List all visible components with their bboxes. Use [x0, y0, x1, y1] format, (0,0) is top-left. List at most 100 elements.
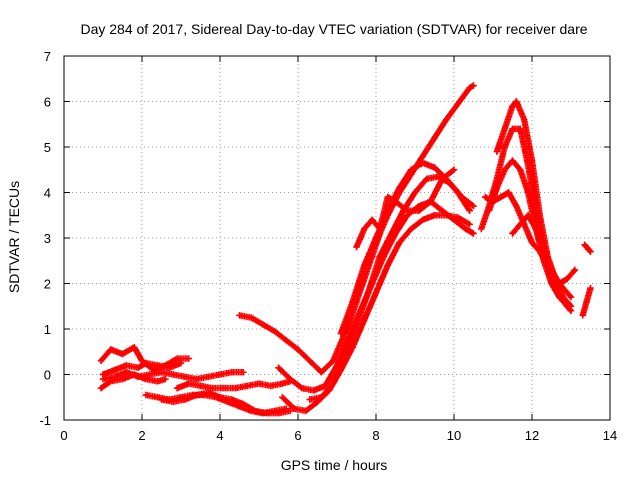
data-point	[396, 184, 403, 192]
x-tick-label: 0	[60, 428, 67, 443]
data-point	[220, 384, 228, 392]
data-point	[470, 82, 477, 89]
data-point	[509, 230, 516, 237]
data-point	[365, 289, 372, 296]
data-point	[248, 314, 255, 321]
data-point	[290, 405, 298, 412]
data-point	[251, 407, 259, 415]
data-point	[123, 369, 130, 376]
data-point	[197, 382, 204, 390]
data-point	[560, 284, 567, 292]
data-point	[310, 387, 317, 394]
data-series-s10	[279, 212, 473, 415]
data-point	[462, 225, 469, 233]
data-point	[384, 262, 391, 269]
x-tick-label: 14	[603, 428, 617, 443]
data-point	[228, 396, 235, 403]
y-axis-label: SDTVAR / TECUs	[6, 181, 22, 293]
data-point	[581, 241, 588, 249]
data-point	[170, 371, 177, 378]
data-point	[142, 391, 150, 399]
data-point	[536, 212, 543, 219]
plot-frame	[63, 55, 611, 421]
data-point	[431, 134, 438, 142]
data-point	[294, 346, 302, 353]
data-series-s20	[581, 241, 594, 255]
data-point	[142, 359, 150, 367]
data-point	[166, 364, 173, 371]
data-series-s12	[337, 159, 473, 337]
data-point	[337, 330, 345, 337]
data-point	[228, 369, 235, 376]
chart-title: Day 284 of 2017, Sidereal Day-to-day VTE…	[80, 21, 587, 37]
x-tick-label: 8	[372, 428, 379, 443]
data-point	[482, 193, 489, 201]
data-series-s18	[509, 212, 579, 287]
data-point	[493, 184, 501, 192]
y-tick-label: -1	[39, 413, 51, 428]
data-point	[563, 303, 571, 310]
data-point	[283, 337, 290, 344]
y-tick-label: 4	[44, 186, 51, 201]
data-series-s3	[99, 369, 247, 383]
data-point	[439, 175, 446, 183]
data-point	[524, 189, 532, 196]
data-point	[361, 225, 368, 233]
data-point	[411, 189, 419, 196]
data-point	[111, 373, 118, 380]
data-point	[170, 398, 177, 405]
data-point	[107, 346, 114, 353]
data-point	[162, 375, 169, 383]
data-point	[193, 375, 200, 383]
y-tick-label: 2	[44, 277, 51, 292]
y-tick-label: 0	[44, 368, 51, 383]
data-point	[528, 157, 536, 164]
data-point	[119, 350, 126, 358]
data-point	[466, 207, 473, 214]
data-point	[556, 280, 563, 287]
data-point	[427, 198, 434, 205]
data-point	[509, 157, 516, 164]
data-point	[571, 266, 579, 274]
data-point	[134, 373, 142, 380]
data-point	[556, 293, 563, 301]
data-point	[517, 166, 524, 173]
data-point	[185, 355, 192, 362]
data-point	[431, 164, 438, 171]
data-point	[443, 116, 450, 123]
data-point	[240, 400, 247, 408]
x-tick-label: 4	[216, 428, 223, 443]
data-point	[513, 202, 520, 210]
data-point	[517, 221, 524, 228]
data-point	[470, 202, 477, 210]
data-point	[419, 159, 426, 167]
data-point	[353, 243, 360, 251]
data-point	[240, 369, 247, 376]
data-point	[302, 407, 309, 415]
data-point	[134, 364, 142, 371]
data-point	[372, 234, 380, 242]
data-point	[298, 384, 306, 392]
data-point	[216, 371, 224, 378]
data-point	[407, 225, 415, 233]
data-point	[181, 373, 189, 380]
data-point	[329, 357, 337, 365]
data-point	[388, 230, 395, 237]
data-point	[532, 225, 540, 233]
data-point	[384, 193, 391, 201]
data-point	[521, 116, 528, 123]
x-tick-label: 12	[525, 428, 539, 443]
data-series-s13	[353, 166, 458, 251]
data-point	[470, 230, 477, 237]
data-point	[466, 221, 473, 228]
data-point	[376, 225, 384, 233]
data-point	[454, 189, 462, 196]
data-point	[431, 212, 438, 219]
data-point	[279, 394, 286, 401]
data-point	[236, 312, 243, 319]
x-tick-label: 6	[294, 428, 301, 443]
data-point	[131, 344, 138, 351]
data-point	[567, 307, 575, 314]
data-point	[587, 248, 594, 255]
